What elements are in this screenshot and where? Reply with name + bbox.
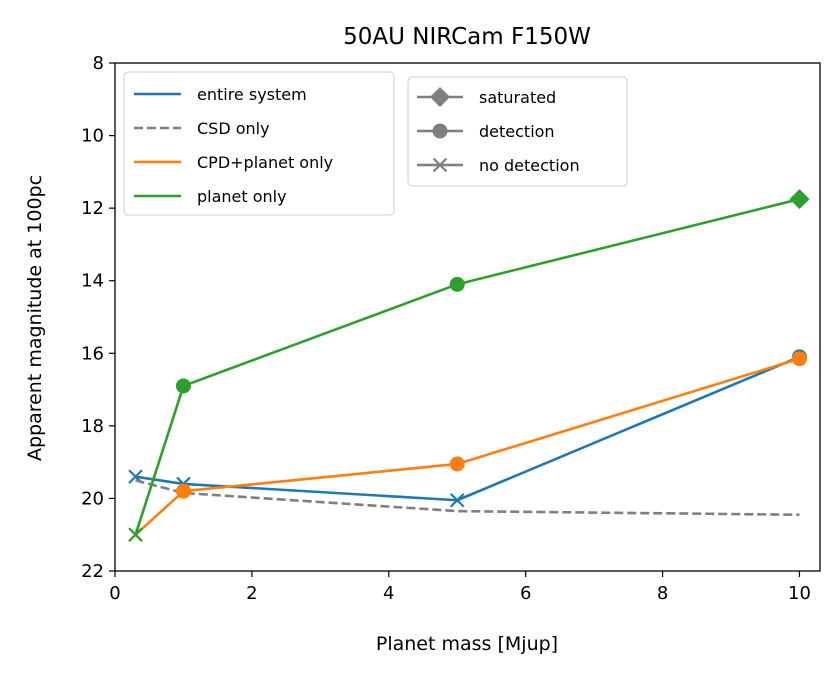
y-tick-label-18: 18 bbox=[81, 416, 104, 437]
legend-markers-box bbox=[407, 76, 628, 187]
x-tick-label-8: 8 bbox=[657, 583, 668, 604]
chart-title: 50AU NIRCam F150W bbox=[343, 24, 591, 50]
series-csd-only bbox=[135, 479, 800, 517]
legend-entry-entire-system: entire system bbox=[134, 85, 307, 104]
series-line-cpd-planet-only bbox=[134, 357, 800, 536]
x-tick-label-6: 6 bbox=[520, 583, 531, 604]
y-tick-label-22: 22 bbox=[81, 561, 104, 582]
x-tick-label-10: 10 bbox=[788, 583, 811, 604]
point-cpd-planet-only-3 bbox=[791, 351, 807, 367]
legend-lines: entire system CSD only CPD+planet only plan… bbox=[123, 71, 395, 216]
y-tick-label-20: 20 bbox=[81, 488, 104, 509]
legend-entry-saturated: saturated bbox=[417, 87, 556, 107]
legend-entry-csd-only: CSD only bbox=[134, 119, 270, 138]
y-tick-label-12: 12 bbox=[81, 198, 104, 219]
legend-label-csd-only: CSD only bbox=[197, 119, 270, 138]
axis-ticks: 0 2 4 6 8 10 8 10 12 14 16 18 20 22 bbox=[81, 53, 811, 604]
point-entire-system-2 bbox=[449, 492, 465, 508]
x-tick-label-4: 4 bbox=[383, 583, 394, 604]
point-cpd-planet-only-1 bbox=[175, 483, 191, 499]
y-tick-label-10: 10 bbox=[81, 126, 104, 147]
plot-frame bbox=[114, 62, 821, 572]
y-tick-label-14: 14 bbox=[81, 271, 104, 292]
series-line-planet-only bbox=[134, 197, 800, 536]
x-tick-label-0: 0 bbox=[109, 583, 120, 604]
y-tick-label-8: 8 bbox=[93, 53, 104, 74]
point-planet-only-3 bbox=[789, 189, 810, 210]
series-layer bbox=[128, 189, 810, 542]
series-line-entire-system bbox=[135, 355, 800, 502]
series-line-csd-only bbox=[135, 479, 800, 517]
series-planet-only bbox=[128, 189, 810, 542]
y-tick-label-16: 16 bbox=[81, 343, 104, 364]
legend-label-planet-only: planet only bbox=[197, 187, 287, 206]
legend-entry-cpd-planet-only: CPD+planet only bbox=[134, 153, 333, 172]
point-cpd-planet-only-2 bbox=[449, 456, 465, 472]
legend-entry-planet-only: planet only bbox=[134, 187, 287, 206]
legend-markers: saturated detection no detection bbox=[407, 76, 628, 187]
x-axis-label: Planet mass [Mjup] bbox=[376, 633, 558, 655]
legend-label-entire-system: entire system bbox=[197, 85, 307, 104]
point-planet-only-1 bbox=[175, 378, 191, 394]
legend-marker-saturated bbox=[430, 87, 450, 107]
legend-marker-no-detection bbox=[432, 157, 448, 173]
legend-marker-detection bbox=[432, 123, 448, 139]
point-planet-only-2 bbox=[449, 276, 465, 292]
legend-label-cpd-planet-only: CPD+planet only bbox=[197, 153, 333, 172]
legend-label-saturated: saturated bbox=[479, 88, 556, 107]
legend-entry-no-detection: no detection bbox=[417, 156, 580, 175]
series-entire-system bbox=[128, 349, 807, 508]
legend-label-detection: detection bbox=[479, 122, 555, 141]
legend-entry-detection: detection bbox=[417, 122, 555, 141]
legend-lines-box bbox=[123, 71, 395, 216]
legend-label-no-detection: no detection bbox=[479, 156, 580, 175]
x-tick-label-2: 2 bbox=[246, 583, 257, 604]
point-planet-only-0 bbox=[128, 527, 143, 542]
y-axis-label: Apparent magnitude at 100pc bbox=[24, 175, 46, 461]
